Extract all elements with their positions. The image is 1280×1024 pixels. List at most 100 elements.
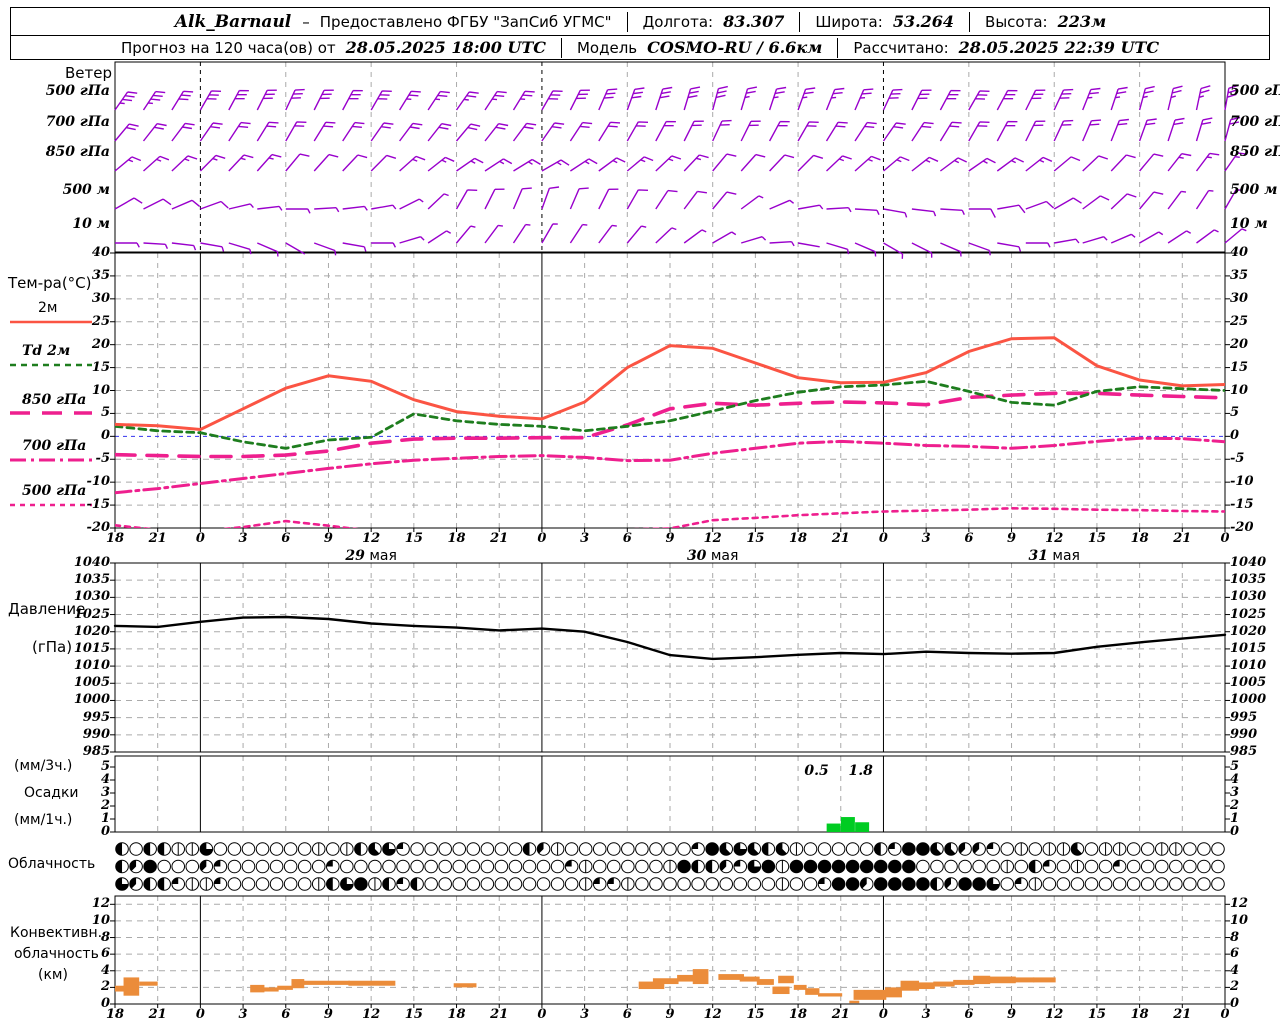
- cloud-symbol: [691, 877, 705, 891]
- wind-barb: [939, 157, 967, 172]
- wind-barb: [655, 227, 677, 244]
- cloud-symbol: [1070, 877, 1085, 891]
- temp-tick-right: -15: [1230, 497, 1254, 513]
- wind-barb: [512, 223, 531, 244]
- cloud-symbol-okta8: [677, 860, 691, 873]
- legend-td2m: Td 2м: [22, 343, 71, 359]
- cloud-symbol: [466, 859, 481, 874]
- hour-label-bottom: 18: [447, 1007, 466, 1022]
- cloud-symbol-wedge: [115, 860, 123, 873]
- convective-bar: [900, 980, 920, 991]
- wind-barb: [768, 86, 787, 111]
- cloud-symbol-okta8: [762, 860, 775, 873]
- cloud-symbol: [241, 842, 256, 856]
- cloud-symbol-wedge: [1029, 860, 1036, 873]
- conv-tick-left: 0: [100, 996, 110, 1011]
- cloud-symbol: [311, 859, 326, 874]
- cloud-row-1: [115, 859, 1225, 874]
- wind-barb: [997, 204, 1026, 214]
- cloud-symbol: [1098, 859, 1113, 874]
- cloud-symbol: [283, 842, 298, 856]
- cloud-symbol: [255, 859, 270, 874]
- hour-label: 15: [404, 531, 423, 546]
- wind-barb: [257, 205, 283, 211]
- cloud-row-2: [115, 877, 1225, 891]
- wind-level-label-right: 850 гПа: [1230, 144, 1280, 160]
- hour-label-bottom: 0: [1220, 1007, 1230, 1022]
- hour-label: 6: [964, 531, 974, 546]
- wind-barb: [911, 89, 932, 111]
- cloud-symbol-okta8: [972, 877, 986, 891]
- temperature-series-group: [115, 336, 1225, 528]
- cloud-symbol: [494, 877, 509, 891]
- cloud-symbol-wedge: [719, 842, 731, 856]
- cloud-symbol: [1126, 842, 1141, 856]
- cloud-symbol-okta8: [874, 877, 888, 891]
- cloud-symbol: [789, 877, 804, 891]
- pressure-tick-right: 1030: [1230, 589, 1267, 605]
- wind-barb: [371, 242, 397, 248]
- wind-barb: [883, 242, 904, 259]
- cloud-symbol-wedge: [382, 877, 389, 891]
- hour-label: 0: [537, 531, 547, 546]
- cloud-symbol: [1169, 877, 1183, 891]
- wind-barb: [882, 122, 906, 142]
- temp-tick-right: 0: [1230, 428, 1240, 444]
- pressure-tick-right: 985: [1230, 744, 1258, 759]
- cloud-symbol: [424, 859, 438, 874]
- wind-barb: [171, 155, 198, 172]
- temp-tick-left: 0: [100, 428, 110, 444]
- hour-label: 18: [789, 531, 808, 546]
- cloud-symbol: [241, 859, 256, 874]
- cloud-symbol: [1211, 877, 1225, 891]
- wind-barb: [598, 188, 619, 210]
- wind-barb: [1025, 156, 1053, 172]
- precip-tick-right: 3: [1230, 785, 1240, 800]
- wind-barb: [143, 155, 170, 172]
- cloud-symbol: [1197, 842, 1211, 856]
- pressure-tick-right: 1015: [1230, 640, 1267, 656]
- cloud-symbol-wedge: [115, 842, 123, 856]
- wind-barb: [740, 195, 764, 210]
- cloud-symbol-wedge: [972, 842, 980, 854]
- cloud-symbol-wedge: [143, 842, 151, 856]
- cloud-symbol-wedge: [874, 842, 881, 856]
- wind-level-label-left: 850 гПа: [45, 144, 110, 160]
- wind-barb: [114, 91, 138, 111]
- hour-label-bottom: 6: [964, 1007, 974, 1022]
- conv-panel-label-2: облачность: [14, 946, 99, 962]
- cloud-symbol: [944, 859, 958, 874]
- wind-barb: [1138, 118, 1157, 142]
- wind-barb: [512, 90, 535, 111]
- init-time: 28.05.2025 18:00 UTC: [345, 38, 546, 57]
- wind-barb: [1224, 189, 1241, 210]
- cloud-symbol: [255, 877, 270, 891]
- cloud-symbol: [424, 877, 438, 891]
- wind-barb: [257, 242, 279, 257]
- date-label: 31 мая: [1028, 545, 1080, 564]
- cloud-symbol: [494, 842, 509, 856]
- cloud-symbol: [1140, 877, 1155, 891]
- wind-barb: [285, 242, 306, 255]
- wind-barb: [399, 122, 423, 142]
- wind-barb: [1224, 152, 1248, 172]
- wind-barb: [114, 156, 142, 172]
- cloud-symbol: [1154, 859, 1169, 874]
- temp-tick-right: -10: [1230, 474, 1254, 490]
- wind-barb: [1025, 200, 1055, 210]
- forecast-label: Прогноз на 120 часа(ов) от: [120, 38, 336, 57]
- model-label: Модель: [576, 38, 638, 57]
- cloud-symbol: [396, 859, 410, 874]
- wind-barb: [740, 86, 758, 111]
- cloud-symbol-okta8: [860, 860, 874, 873]
- hour-label-bottom: 12: [703, 1007, 722, 1022]
- model-value: COSMO-RU / 6.6км: [647, 38, 823, 57]
- cloud-symbol: [803, 842, 818, 856]
- wind-barb: [626, 225, 647, 244]
- latitude-value: 53.264: [892, 12, 955, 31]
- wind-barb: [854, 208, 880, 215]
- wind-panel-frame: [114, 61, 1226, 253]
- wind-barb: [541, 122, 565, 142]
- cloud-symbol: [930, 859, 944, 874]
- convective-bar: [818, 993, 843, 997]
